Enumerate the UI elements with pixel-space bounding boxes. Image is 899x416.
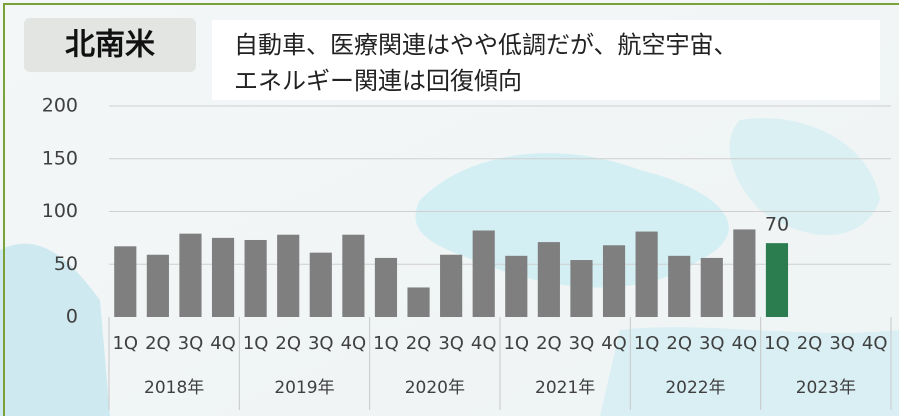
x-tick-label: 2Q [536, 333, 562, 354]
region-label: 北南米 [65, 28, 155, 63]
map-shape [0, 243, 110, 416]
caption-box [212, 20, 880, 100]
x-tick-label: 4Q [471, 333, 497, 354]
x-tick-label: 4Q [732, 333, 758, 354]
x-tick-label: 3Q [438, 333, 464, 354]
y-tick-label: 100 [42, 200, 78, 222]
bar [472, 230, 495, 317]
year-label: 2020年 [405, 378, 465, 398]
x-tick-label: 3Q [699, 333, 725, 354]
x-tick-label: 1Q [243, 333, 269, 354]
x-tick-label: 2Q [406, 333, 432, 354]
y-tick-label: 150 [42, 147, 78, 169]
bar [570, 260, 593, 317]
x-tick-label: 4Q [862, 333, 888, 354]
x-tick-label: 3Q [569, 333, 595, 354]
x-tick-label: 1Q [112, 333, 138, 354]
map-shape [729, 118, 880, 235]
x-tick-label: 2Q [275, 333, 301, 354]
x-tick-label: 1Q [373, 333, 399, 354]
bar [146, 254, 169, 317]
year-label: 2018年 [144, 378, 204, 398]
bar [700, 257, 723, 317]
x-tick-label: 4Q [601, 333, 627, 354]
bar [602, 245, 626, 317]
bar [277, 234, 300, 317]
y-tick-label: 50 [54, 253, 78, 275]
bar [440, 254, 463, 317]
x-tick-label: 2Q [666, 333, 692, 354]
bar [211, 237, 235, 317]
x-tick-label: 1Q [503, 333, 529, 354]
data-label: 70 [765, 214, 789, 236]
year-label: 2023年 [796, 378, 856, 398]
bar [309, 252, 332, 317]
year-label: 2021年 [535, 378, 595, 398]
bar [505, 255, 528, 317]
x-tick-label: 1Q [764, 333, 790, 354]
x-tick-label: 2Q [797, 333, 823, 354]
bar [407, 287, 430, 317]
bar [635, 231, 658, 317]
y-tick-label: 0 [66, 306, 78, 328]
bar [244, 239, 267, 317]
region-box [24, 18, 196, 72]
x-tick-label: 3Q [308, 333, 334, 354]
year-label: 2019年 [274, 378, 334, 398]
caption-line: エネルギー関連は回復傾向 [234, 67, 522, 95]
bar [537, 242, 560, 317]
bar [668, 255, 691, 317]
bar [179, 233, 202, 317]
bar [765, 243, 789, 317]
map-shape [600, 327, 899, 416]
bar [114, 246, 137, 317]
bar [342, 234, 365, 317]
x-tick-label: 2Q [145, 333, 171, 354]
bar [733, 229, 756, 317]
y-tick-label: 200 [42, 95, 78, 117]
x-tick-label: 1Q [634, 333, 660, 354]
x-tick-label: 3Q [829, 333, 855, 354]
x-tick-label: 3Q [178, 333, 204, 354]
year-label: 2022年 [665, 378, 725, 398]
caption-line: 自動車、医療関連はやや低調だが、航空宇宙、 [234, 31, 738, 59]
x-tick-label: 4Q [341, 333, 367, 354]
bar [374, 257, 398, 317]
x-tick-label: 4Q [210, 333, 236, 354]
